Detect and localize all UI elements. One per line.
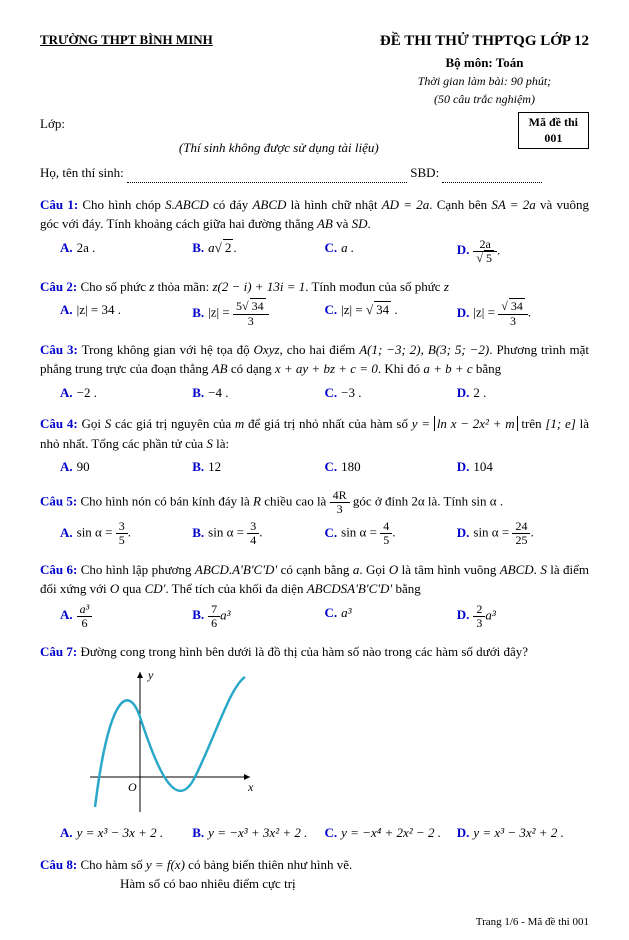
- q8-num: Câu 8:: [40, 857, 77, 872]
- svg-text:O: O: [128, 780, 137, 794]
- q6-num: Câu 6:: [40, 562, 77, 577]
- q2-choices: A.|z| = 34 . B.|z| = 5343 C.|z| = 34 . D…: [60, 300, 589, 327]
- q7-d: D.y = x³ − 3x² + 2 .: [457, 823, 589, 843]
- q4-b: B.12: [192, 457, 324, 477]
- q5-a: A.sin α = 35.: [60, 520, 192, 547]
- q4-a: A.90: [60, 457, 192, 477]
- sbd-label: SBD:: [410, 165, 439, 180]
- q6-choices: A.a³6 B.76a³ C.a³ D.23a³: [60, 603, 589, 630]
- q2-d: D.|z| = 343.: [457, 300, 589, 327]
- svg-text:y: y: [147, 668, 154, 682]
- q4-num: Câu 4:: [40, 416, 78, 431]
- q3-num: Câu 3:: [40, 342, 78, 357]
- subject: Bộ môn: Toán: [380, 53, 589, 73]
- class-line: Lớp:: [40, 114, 589, 134]
- q7-num: Câu 7:: [40, 644, 77, 659]
- q5-d: D.sin α = 2425.: [457, 520, 589, 547]
- q1-choices: A.2a . B.a2. C.a . D.2a5.: [60, 238, 589, 265]
- q1-d: D.2a5.: [457, 238, 589, 265]
- cubic-graph-icon: x y O: [80, 667, 260, 817]
- q3-b: B.−4 .: [192, 383, 324, 403]
- q5-choices: A.sin α = 35. B.sin α = 34. C.sin α = 45…: [60, 520, 589, 547]
- q3-choices: A.−2 . B.−4 . C.−3 . D.2 .: [60, 383, 589, 403]
- question-3: Câu 3: Trong không gian với hệ tọa độ Ox…: [40, 340, 589, 403]
- sbd-field: [442, 182, 542, 183]
- q1-a: A.2a .: [60, 238, 192, 265]
- name-field: [127, 182, 407, 183]
- question-6: Câu 6: Cho hình lập phương ABCD.A'B'C'D'…: [40, 560, 589, 630]
- q7-a: A.y = x³ − 3x + 2 .: [60, 823, 192, 843]
- q3-d: D.2 .: [457, 383, 589, 403]
- q4-d: D.104: [457, 457, 589, 477]
- code-label: Mã đề thi: [529, 115, 578, 131]
- q5-b: B.sin α = 34.: [192, 520, 324, 547]
- exam-code-box: Mã đề thi 001: [518, 112, 589, 149]
- name-label: Họ, tên thí sinh:: [40, 165, 124, 180]
- q1-num: Câu 1:: [40, 197, 78, 212]
- q3-a: A.−2 .: [60, 383, 192, 403]
- q5-num: Câu 5:: [40, 493, 77, 508]
- question-5: Câu 5: Cho hình nón có bán kính đáy là R…: [40, 489, 589, 548]
- note: (Thí sinh không được sử dụng tài liệu): [40, 138, 589, 158]
- q2-b: B.|z| = 5343: [192, 300, 324, 327]
- question-2: Câu 2: Cho số phức z thỏa mãn: z(2 − i) …: [40, 277, 589, 328]
- question-8: Câu 8: Cho hàm số y = f(x) có bảng biến …: [40, 855, 589, 894]
- q7-choices: A.y = x³ − 3x + 2 . B.y = −x³ + 3x² + 2 …: [60, 823, 589, 843]
- q1-b: B.a2.: [192, 238, 324, 265]
- q7-graph: x y O: [80, 667, 589, 817]
- q7-b: B.y = −x³ + 3x² + 2 .: [192, 823, 324, 843]
- class-label: Lớp:: [40, 116, 65, 131]
- q6-d: D.23a³: [457, 603, 589, 630]
- q2-c: C.|z| = 34 .: [325, 300, 457, 327]
- question-4: Câu 4: Gọi S các giá trị nguyên của m để…: [40, 414, 589, 477]
- exam-title: ĐỀ THI THỬ THPTQG LỚP 12: [380, 30, 589, 53]
- svg-text:x: x: [247, 780, 254, 794]
- q6-b: B.76a³: [192, 603, 324, 630]
- q2-a: A.|z| = 34 .: [60, 300, 192, 327]
- question-count: (50 câu trắc nghiệm): [380, 90, 589, 108]
- duration: Thời gian làm bài: 90 phút;: [380, 72, 589, 90]
- name-line: Họ, tên thí sinh: SBD:: [40, 163, 589, 183]
- question-7: Câu 7: Đường cong trong hình bên dưới là…: [40, 642, 589, 843]
- q2-num: Câu 2:: [40, 279, 77, 294]
- q5-c: C.sin α = 45.: [325, 520, 457, 547]
- q8-line2: Hàm số có bao nhiêu điểm cực trị: [120, 874, 589, 894]
- header: TRƯỜNG THPT BÌNH MINH ĐỀ THI THỬ THPTQG …: [40, 30, 589, 108]
- question-1: Câu 1: Cho hình chóp S.ABCD có đáy ABCD …: [40, 195, 589, 265]
- q4-c: C.180: [325, 457, 457, 477]
- q6-c: C.a³: [325, 603, 457, 630]
- school-name: TRƯỜNG THPT BÌNH MINH: [40, 30, 213, 108]
- code-value: 001: [529, 131, 578, 147]
- q4-choices: A.90 B.12 C.180 D.104: [60, 457, 589, 477]
- q7-c: C.y = −x⁴ + 2x² − 2 .: [325, 823, 457, 843]
- title-block: ĐỀ THI THỬ THPTQG LỚP 12 Bộ môn: Toán Th…: [380, 30, 589, 108]
- q6-a: A.a³6: [60, 603, 192, 630]
- page-footer: Trang 1/6 - Mã đề thi 001: [40, 914, 589, 931]
- q1-c: C.a .: [325, 238, 457, 265]
- q3-c: C.−3 .: [325, 383, 457, 403]
